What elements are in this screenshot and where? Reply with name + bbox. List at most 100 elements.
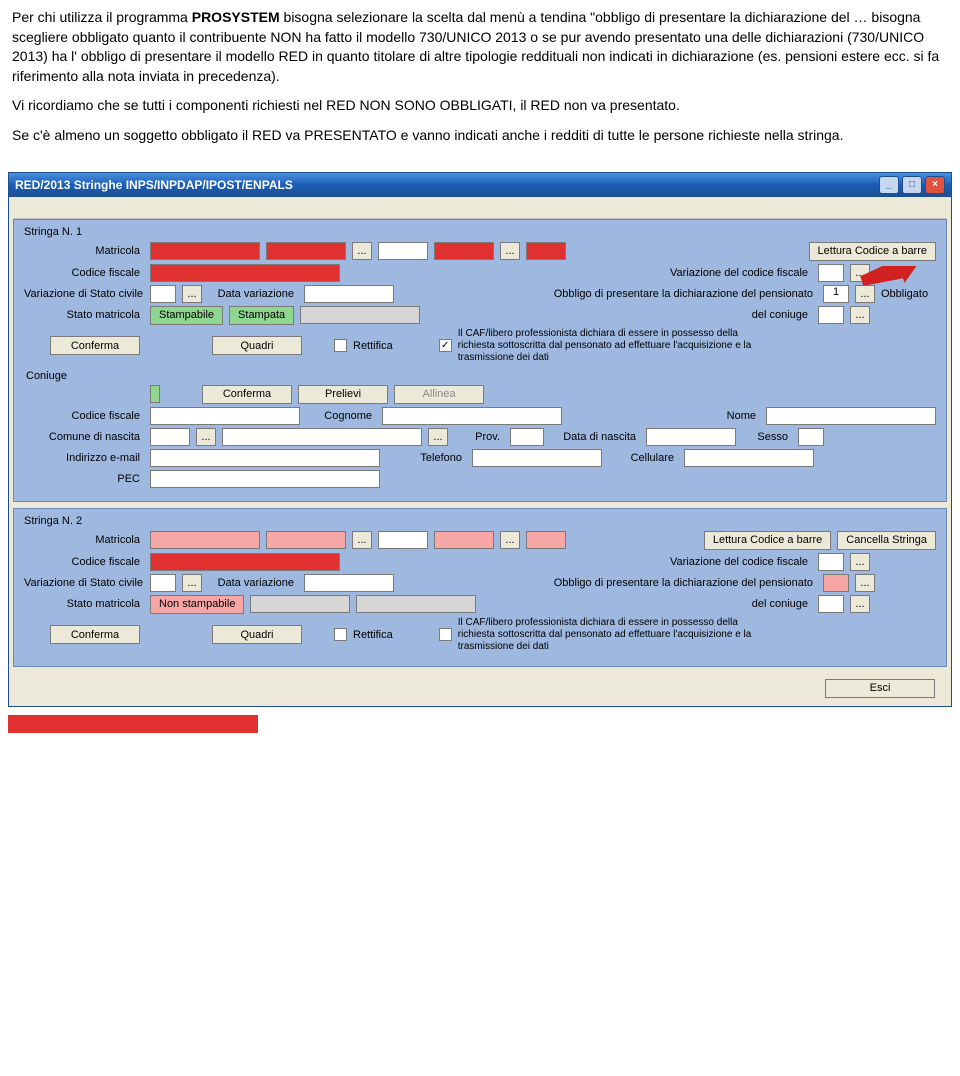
lbl-pec: PEC — [24, 473, 144, 485]
lbl-comune: Comune di nascita — [24, 431, 144, 443]
app-window: RED/2013 Stringhe INPS/INPDAP/IPOST/ENPA… — [8, 172, 952, 707]
btn-comune-dots2[interactable]: ... — [428, 428, 448, 446]
btn-conferma-coniuge[interactable]: Conferma — [202, 385, 292, 404]
chk-caf-2[interactable] — [439, 628, 452, 641]
inp-cellulare[interactable] — [684, 449, 814, 467]
lbl-rettifica-2: Rettifica — [353, 629, 397, 641]
inp-varstato-1[interactable] — [150, 285, 176, 303]
inp-codfisc-2[interactable] — [150, 553, 340, 571]
lbl-obbligo-2: Obbligo di presentare la dichiarazione d… — [554, 577, 817, 589]
btn-obbligo-dots-2[interactable]: ... — [855, 574, 875, 592]
note-caf-1: Il CAF/libero professionista dichiara di… — [458, 328, 758, 364]
inp-matricola-a[interactable] — [150, 242, 260, 260]
btn-stampabile[interactable]: Stampabile — [150, 306, 223, 325]
lbl-prov: Prov. — [454, 431, 504, 443]
close-button[interactable]: × — [925, 176, 945, 194]
inp-comune[interactable] — [222, 428, 422, 446]
inp-matricola-2e[interactable] — [526, 531, 566, 549]
inp-delconiuge-2[interactable] — [818, 595, 844, 613]
btn-allinea[interactable]: Allinea — [394, 385, 484, 404]
btn-varcodfisc-dots-2[interactable]: ... — [850, 553, 870, 571]
window-title: RED/2013 Stringhe INPS/INPDAP/IPOST/ENPA… — [15, 178, 293, 192]
p2: Vi ricordiamo che se tutti i componenti … — [12, 96, 948, 116]
inp-statomat-2a[interactable] — [250, 595, 350, 613]
inp-sesso[interactable] — [798, 428, 824, 446]
lbl-obbligo-1: Obbligo di presentare la dichiarazione d… — [554, 288, 817, 300]
lbl-varstato-1: Variazione di Stato civile — [24, 288, 144, 300]
inp-matricola-2c[interactable] — [378, 531, 428, 549]
inp-datanascita[interactable] — [646, 428, 736, 446]
lbl-email: Indirizzo e-mail — [24, 452, 144, 464]
btn-lettura-barre-1[interactable]: Lettura Codice a barre — [809, 242, 936, 261]
lbl-varcodfisc-1: Variazione del codice fiscale — [670, 267, 812, 279]
maximize-button[interactable]: □ — [902, 176, 922, 194]
bottom-red-bar — [8, 715, 258, 733]
btn-cancella-stringa[interactable]: Cancella Stringa — [837, 531, 936, 550]
lbl-delconiuge-2: del coniuge — [752, 598, 812, 610]
btn-matricola-dots2[interactable]: ... — [500, 242, 520, 260]
titlebar[interactable]: RED/2013 Stringhe INPS/INPDAP/IPOST/ENPA… — [9, 173, 951, 197]
chk-rettifica-1[interactable] — [334, 339, 347, 352]
chk-rettifica-2[interactable] — [334, 628, 347, 641]
lbl-delconiuge-1: del coniuge — [752, 309, 812, 321]
inp-varcodfisc-2[interactable] — [818, 553, 844, 571]
p1b: PROSYSTEM — [192, 9, 280, 25]
btn-quadri-2[interactable]: Quadri — [212, 625, 302, 644]
btn-matricola2-dots[interactable]: ... — [352, 531, 372, 549]
btn-prelievi[interactable]: Prelievi — [298, 385, 388, 404]
lbl-rettifica-1: Rettifica — [353, 340, 397, 352]
btn-comune-dots[interactable]: ... — [196, 428, 216, 446]
lbl-matricola: Matricola — [24, 245, 144, 257]
stringa1-title: Stringa N. 1 — [24, 226, 936, 238]
chk-caf-1[interactable] — [439, 339, 452, 352]
inp-matricola-c[interactable] — [378, 242, 428, 260]
inp-pec[interactable] — [150, 470, 380, 488]
lbl-datavar-1: Data variazione — [208, 288, 298, 300]
btn-delconiuge-dots-2[interactable]: ... — [850, 595, 870, 613]
greenbar — [150, 385, 160, 403]
inp-statomat-2b[interactable] — [356, 595, 476, 613]
inp-nome[interactable] — [766, 407, 936, 425]
btn-nonstampabile[interactable]: Non stampabile — [150, 595, 244, 614]
btn-matricola2-dots2[interactable]: ... — [500, 531, 520, 549]
btn-varstato-dots-2[interactable]: ... — [182, 574, 202, 592]
note-caf-2: Il CAF/libero professionista dichiara di… — [458, 617, 758, 653]
lbl-statomat-2: Stato matricola — [24, 598, 144, 610]
callout-arrow-icon — [816, 266, 926, 326]
btn-conferma-1[interactable]: Conferma — [50, 336, 140, 355]
p3: Se c'è almeno un soggetto obbligato il R… — [12, 126, 948, 146]
inp-obbligo-val-2[interactable] — [823, 574, 849, 592]
inp-prov[interactable] — [510, 428, 544, 446]
inp-telefono[interactable] — [472, 449, 602, 467]
btn-lettura-barre-2[interactable]: Lettura Codice a barre — [704, 531, 831, 550]
btn-conferma-2[interactable]: Conferma — [50, 625, 140, 644]
inp-varstato-2[interactable] — [150, 574, 176, 592]
p1a: Per chi utilizza il programma — [12, 9, 192, 25]
inp-comune-code[interactable] — [150, 428, 190, 446]
inp-statomat-1[interactable] — [300, 306, 420, 324]
inp-matricola-e[interactable] — [526, 242, 566, 260]
inp-datavar-2[interactable] — [304, 574, 394, 592]
panel-stringa-1: Stringa N. 1 Matricola ... ... Lettura C… — [13, 219, 947, 502]
btn-stampata[interactable]: Stampata — [229, 306, 294, 325]
minimize-button[interactable]: _ — [879, 176, 899, 194]
inp-codfisc-con[interactable] — [150, 407, 300, 425]
inp-matricola-d[interactable] — [434, 242, 494, 260]
btn-quadri-1[interactable]: Quadri — [212, 336, 302, 355]
inp-matricola-2d[interactable] — [434, 531, 494, 549]
lbl-codfisc-con: Codice fiscale — [24, 410, 144, 422]
inp-matricola-2a[interactable] — [150, 531, 260, 549]
btn-matricola-dots[interactable]: ... — [352, 242, 372, 260]
btn-varstato-dots-1[interactable]: ... — [182, 285, 202, 303]
inp-matricola-b[interactable] — [266, 242, 346, 260]
btn-esci[interactable]: Esci — [825, 679, 935, 698]
inp-email[interactable] — [150, 449, 380, 467]
inp-codfisc-1[interactable] — [150, 264, 340, 282]
inp-cognome[interactable] — [382, 407, 562, 425]
inp-datavar-1[interactable] — [304, 285, 394, 303]
lbl-cellulare: Cellulare — [608, 452, 678, 464]
lbl-datanascita: Data di nascita — [550, 431, 640, 443]
inp-matricola-2b[interactable] — [266, 531, 346, 549]
panel-stringa-2: Stringa N. 2 Matricola ... ... Lettura C… — [13, 508, 947, 667]
document-text: Per chi utilizza il programma PROSYSTEM … — [0, 0, 960, 164]
